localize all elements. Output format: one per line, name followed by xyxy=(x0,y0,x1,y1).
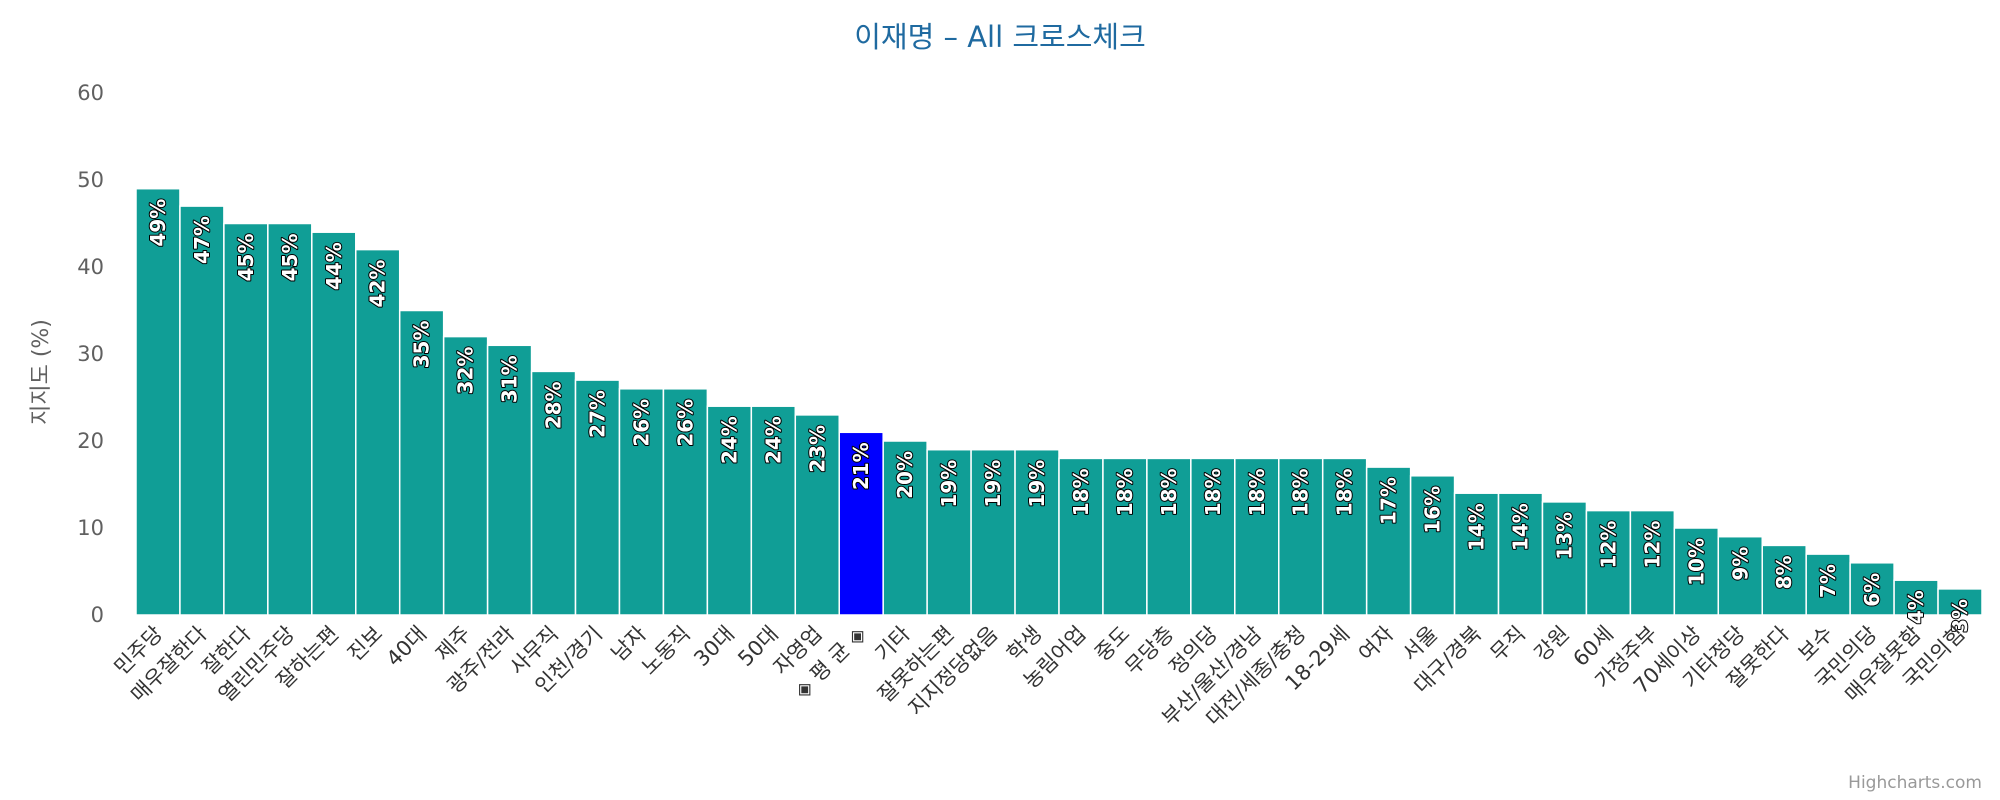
data-label: 12% xyxy=(1596,521,1620,569)
data-label: 42% xyxy=(366,260,390,308)
bar[interactable] xyxy=(1937,588,1983,616)
bar[interactable] xyxy=(1321,457,1368,616)
data-label: 18% xyxy=(1333,468,1357,516)
bar[interactable] xyxy=(1058,457,1104,616)
bar[interactable] xyxy=(1849,562,1895,616)
bar[interactable] xyxy=(223,222,269,616)
data-label: 6% xyxy=(1860,573,1884,607)
y-tick-label: 10 xyxy=(77,516,104,540)
bar[interactable] xyxy=(794,414,840,616)
y-axis-label: 지지도 (%) xyxy=(29,319,54,425)
x-tick-label: 진보 xyxy=(343,622,387,666)
data-label: 19% xyxy=(981,460,1005,508)
data-label: 10% xyxy=(1684,538,1708,586)
data-label: 13% xyxy=(1552,512,1576,560)
data-label: 45% xyxy=(278,234,302,282)
data-label: 23% xyxy=(805,425,829,473)
x-tick-label: 40대 xyxy=(382,622,432,672)
x-tick-label: 30대 xyxy=(689,622,739,672)
y-tick-label: 40 xyxy=(77,255,104,279)
data-label: 31% xyxy=(498,355,522,403)
data-label: 4% xyxy=(1904,590,1928,624)
bar[interactable] xyxy=(1190,457,1236,616)
bar[interactable] xyxy=(1102,457,1148,616)
data-label: 18% xyxy=(1289,468,1313,516)
y-axis: 0 10 20 30 40 50 60 xyxy=(77,81,104,627)
bar[interactable] xyxy=(618,388,665,616)
data-label: 18% xyxy=(1245,468,1269,516)
bar[interactable] xyxy=(1673,527,1720,616)
x-tick-label: 무직 xyxy=(1486,622,1530,666)
data-label: 14% xyxy=(1509,503,1533,551)
bar[interactable] xyxy=(1717,535,1763,616)
bar[interactable] xyxy=(179,205,225,616)
x-tick-label: 노동직 xyxy=(637,622,695,680)
bar[interactable] xyxy=(838,431,884,616)
y-tick-label: 30 xyxy=(77,342,104,366)
data-label: 17% xyxy=(1377,477,1401,525)
bar[interactable] xyxy=(398,309,445,616)
bar[interactable] xyxy=(1365,466,1412,616)
bar[interactable] xyxy=(486,344,533,616)
bar[interactable] xyxy=(706,405,753,616)
data-label: 26% xyxy=(673,399,697,447)
data-label: 24% xyxy=(761,416,785,464)
y-tick-label: 20 xyxy=(77,429,104,453)
data-label: 14% xyxy=(1465,503,1489,551)
y-tick-label: 60 xyxy=(77,81,104,105)
data-label: 19% xyxy=(937,460,961,508)
data-label: 24% xyxy=(717,416,741,464)
data-label: 26% xyxy=(629,399,653,447)
chart-title: 이재명 – All 크로스체크 xyxy=(854,20,1146,54)
data-label: 12% xyxy=(1640,521,1664,569)
data-label: 19% xyxy=(1025,460,1049,508)
bar[interactable] xyxy=(1761,544,1807,616)
bar[interactable] xyxy=(311,231,357,616)
data-label: 7% xyxy=(1816,564,1840,598)
data-label: 45% xyxy=(234,234,258,282)
bar[interactable] xyxy=(662,388,709,616)
data-label: 18% xyxy=(1201,468,1225,516)
data-label: 18% xyxy=(1157,468,1181,516)
bar-series xyxy=(135,187,1983,616)
data-label: 18% xyxy=(1069,468,1093,516)
data-label: 20% xyxy=(893,451,917,499)
data-label: 8% xyxy=(1772,555,1796,589)
data-label: 18% xyxy=(1113,468,1137,516)
data-label: 35% xyxy=(410,321,434,369)
y-tick-label: 0 xyxy=(91,603,104,627)
bar[interactable] xyxy=(1585,509,1632,616)
x-tick-label: 강원 xyxy=(1530,622,1574,666)
bar[interactable] xyxy=(1014,448,1060,616)
bar[interactable] xyxy=(355,248,401,616)
data-label: 32% xyxy=(454,347,478,395)
data-label: 9% xyxy=(1728,547,1752,581)
data-label: 49% xyxy=(146,199,170,247)
bar[interactable] xyxy=(530,370,577,616)
bar[interactable] xyxy=(1629,509,1676,616)
data-label: 27% xyxy=(586,390,610,438)
bar[interactable] xyxy=(970,448,1016,616)
data-label: 28% xyxy=(542,381,566,429)
data-label: 47% xyxy=(190,216,214,264)
x-tick-label: 무당층 xyxy=(1120,622,1178,680)
data-label: 44% xyxy=(322,242,346,290)
data-label: 21% xyxy=(849,442,873,490)
data-label: 16% xyxy=(1421,486,1445,534)
bar[interactable] xyxy=(1453,492,1500,616)
bar[interactable] xyxy=(1278,457,1324,616)
x-tick-label: 여자 xyxy=(1354,622,1398,666)
bar[interactable] xyxy=(926,448,972,616)
credits-link[interactable]: Highcharts.com xyxy=(1848,773,1982,793)
y-tick-label: 50 xyxy=(77,168,104,192)
data-labels: 49% 47% 45% 45% 44% 42% 35% 32% 31% 28% 27% 26% 26% 2… xyxy=(145,198,1973,634)
bar[interactable] xyxy=(1893,579,1939,616)
bar[interactable] xyxy=(135,187,181,616)
data-label: 3% xyxy=(1948,599,1972,633)
bar[interactable] xyxy=(442,335,489,616)
bar[interactable] xyxy=(882,440,928,616)
